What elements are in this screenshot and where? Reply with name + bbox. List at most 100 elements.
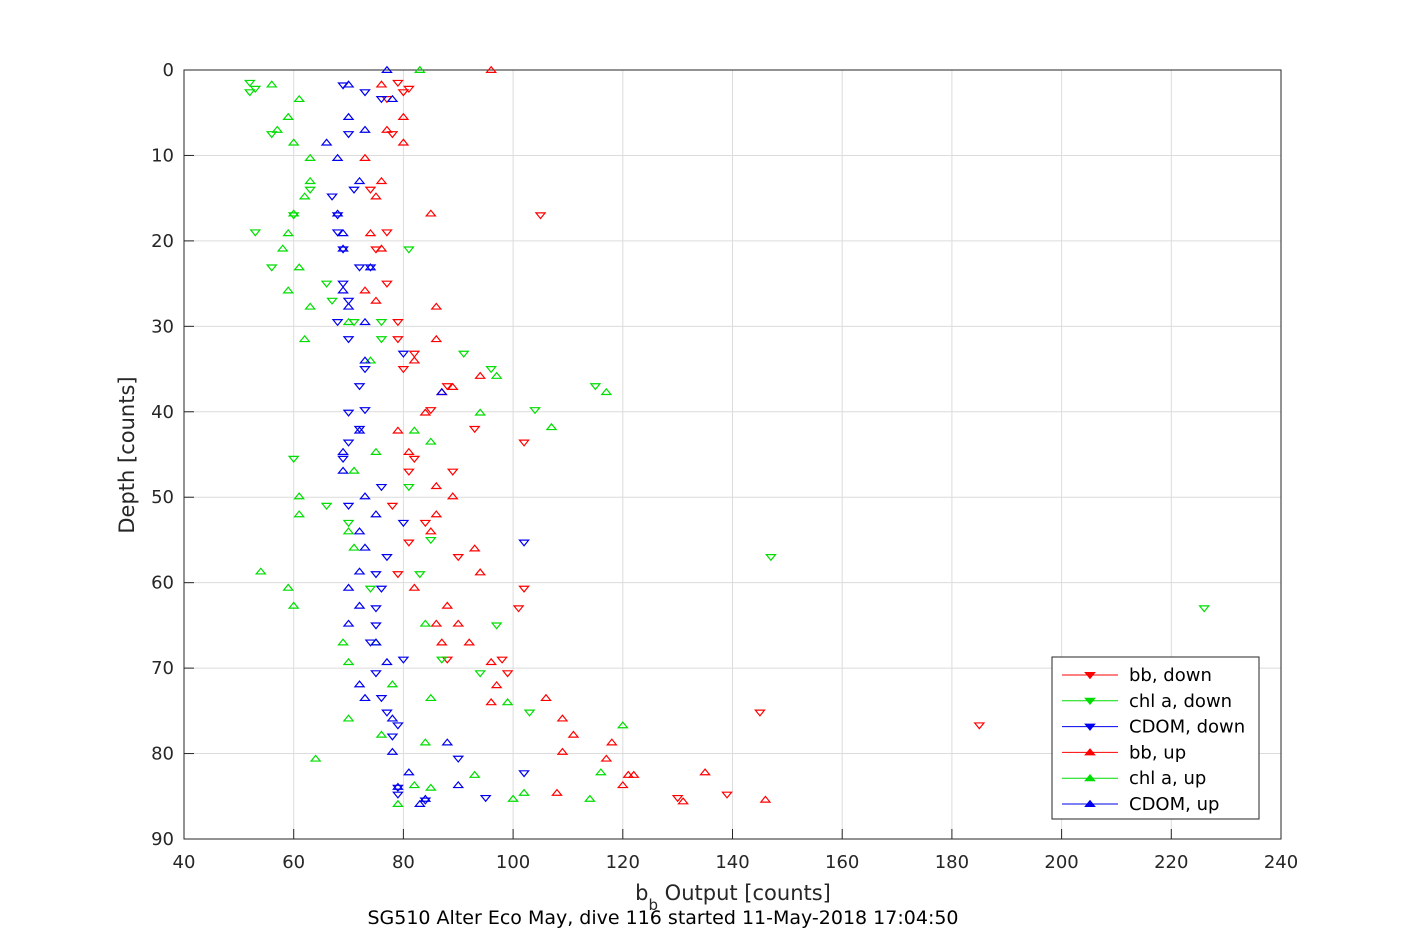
data-point [364, 263, 377, 271]
data-point [507, 794, 519, 802]
data-point [337, 455, 349, 464]
data-point [479, 794, 492, 803]
data-point [320, 280, 333, 288]
data-point [403, 246, 415, 254]
data-point [392, 799, 404, 807]
data-point [616, 780, 629, 789]
data-point [424, 693, 437, 702]
x-tick-label: 240 [1264, 852, 1298, 873]
data-point [759, 795, 772, 803]
data-point [370, 447, 382, 455]
data-point [381, 125, 393, 133]
data-point [567, 730, 580, 738]
data-point [359, 356, 371, 364]
x-tick-label: 180 [935, 852, 969, 873]
data-point [370, 296, 382, 304]
data-point [381, 709, 393, 717]
data-point [545, 422, 558, 431]
data-point [287, 209, 300, 217]
data-point [463, 638, 476, 646]
y-tick-label: 70 [151, 658, 174, 679]
data-point [337, 638, 349, 646]
data-point [518, 770, 530, 778]
data-point [331, 229, 344, 237]
data-marks [243, 65, 1211, 807]
legend-label: CDOM, down [1129, 717, 1245, 738]
legend-label: bb, up [1129, 742, 1186, 763]
data-point [501, 670, 514, 678]
data-point [386, 502, 399, 510]
x-tick-label: 80 [392, 852, 415, 873]
data-point [282, 228, 295, 237]
data-point [468, 425, 481, 434]
data-point [348, 186, 360, 194]
x-tick-label: 120 [606, 852, 640, 873]
data-point [441, 738, 454, 746]
data-point [392, 784, 404, 792]
data-point [370, 638, 382, 646]
data-point [359, 286, 371, 294]
data-point [518, 788, 530, 796]
y-tick-label: 20 [151, 231, 174, 252]
chart-subtitle: SG510 Alter Eco May, dive 116 started 11… [367, 907, 958, 929]
data-point [342, 714, 355, 722]
data-point [556, 747, 569, 755]
data-point [337, 280, 349, 288]
data-point [392, 791, 404, 799]
data-point [392, 782, 404, 790]
data-point [408, 356, 421, 364]
data-point [375, 319, 388, 327]
data-point [342, 336, 355, 344]
legend-label: CDOM, up [1129, 794, 1219, 815]
legend-marker [1084, 748, 1096, 756]
data-point [721, 791, 733, 799]
x-axis-label-rest: Output [counts] [658, 881, 831, 905]
y-tick-label: 30 [151, 316, 174, 337]
data-point [375, 80, 388, 88]
data-point [375, 244, 388, 252]
data-point [441, 656, 454, 664]
data-point [298, 334, 311, 343]
data-point [276, 244, 289, 252]
data-point [534, 212, 547, 220]
data-point [419, 619, 432, 627]
data-point [287, 138, 300, 146]
data-point [342, 317, 355, 326]
data-point [485, 698, 498, 706]
data-point [342, 519, 355, 528]
legend-item: CDOM, up [1062, 794, 1219, 815]
y-tick-label: 80 [151, 744, 174, 765]
data-point [490, 371, 503, 379]
data-point [381, 554, 393, 562]
legend-item: bb, up [1062, 742, 1186, 763]
data-point [342, 302, 355, 310]
x-tick-label: 40 [173, 852, 196, 873]
data-point [627, 770, 640, 778]
data-point [370, 192, 382, 200]
data-point [342, 657, 355, 666]
data-point [254, 567, 267, 575]
legend-marker [1084, 723, 1096, 731]
data-point [342, 619, 355, 627]
data-point [370, 605, 382, 613]
legend-item: chl a, up [1062, 768, 1206, 789]
x-axis-label: bb Output [counts] [635, 881, 831, 914]
data-point [375, 336, 388, 344]
data-point [309, 754, 322, 762]
series-5 [320, 65, 465, 807]
data-point [304, 176, 317, 185]
x-axis-label-main: b [635, 881, 648, 905]
data-point [304, 302, 317, 310]
data-point [337, 286, 349, 294]
data-point [490, 622, 503, 630]
data-point [408, 455, 421, 464]
data-point [331, 153, 344, 162]
data-point [243, 79, 256, 88]
data-point [589, 383, 602, 391]
data-point [265, 131, 278, 139]
data-point [441, 601, 454, 609]
data-point [468, 770, 481, 778]
data-point [419, 519, 432, 528]
data-point [375, 96, 388, 104]
